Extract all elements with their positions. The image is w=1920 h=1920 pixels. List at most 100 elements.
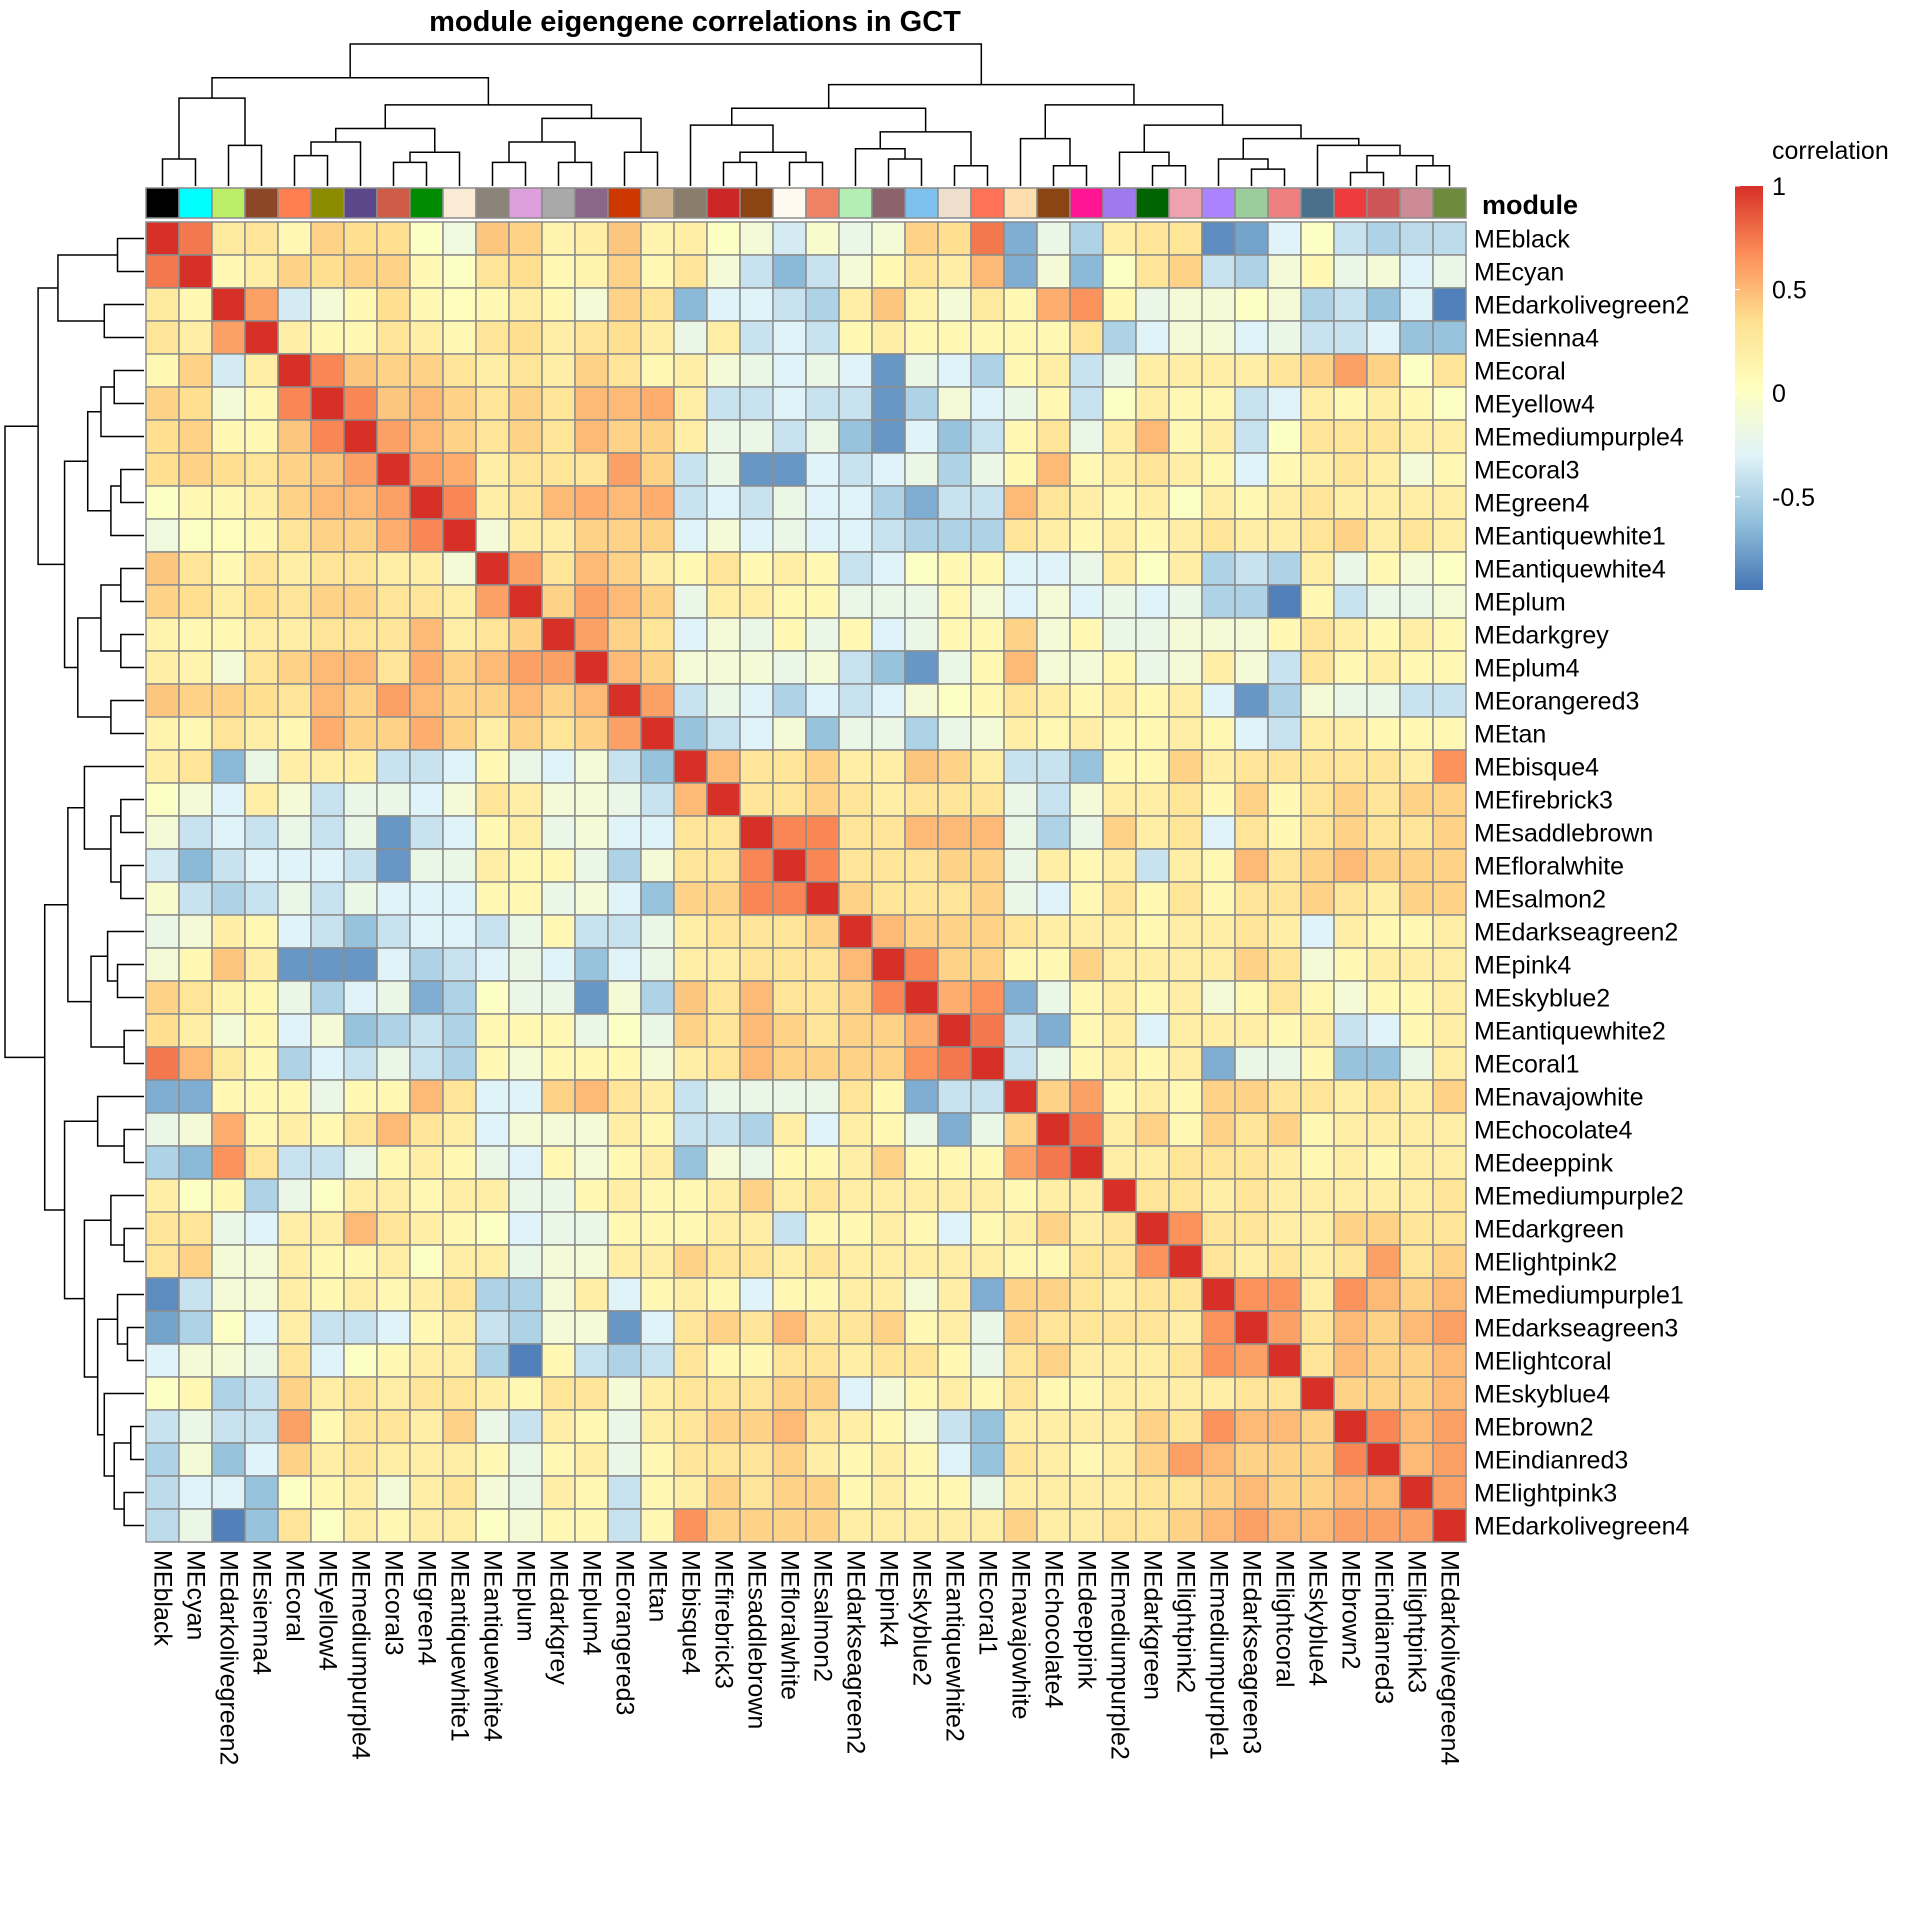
heatmap-cell bbox=[1003, 650, 1038, 685]
heatmap-cell bbox=[211, 1310, 246, 1345]
heatmap-cell bbox=[1201, 881, 1236, 916]
heatmap-cell bbox=[1069, 320, 1104, 355]
heatmap-cell bbox=[1168, 1376, 1203, 1411]
column-label: MEplum bbox=[512, 1550, 540, 1642]
heatmap-cell bbox=[244, 1244, 279, 1279]
heatmap-cell bbox=[1399, 1013, 1434, 1048]
heatmap-cell bbox=[244, 617, 279, 652]
heatmap-cell bbox=[1036, 749, 1071, 784]
heatmap-cell bbox=[508, 617, 543, 652]
heatmap-cell bbox=[706, 782, 741, 817]
heatmap-cell bbox=[244, 947, 279, 982]
heatmap-cell bbox=[145, 1079, 180, 1114]
heatmap-cell bbox=[1102, 1013, 1137, 1048]
heatmap-cell bbox=[937, 1244, 972, 1279]
heatmap-cell bbox=[574, 1475, 609, 1510]
heatmap-cell bbox=[442, 1244, 477, 1279]
heatmap-cell bbox=[1432, 782, 1467, 817]
heatmap-cell bbox=[607, 254, 642, 289]
module-color-swatch bbox=[871, 187, 906, 219]
heatmap-cell bbox=[805, 1079, 840, 1114]
heatmap-cell bbox=[343, 1508, 378, 1543]
heatmap-cell bbox=[1135, 1211, 1170, 1246]
heatmap-cell bbox=[739, 551, 774, 586]
heatmap-cell bbox=[1201, 1079, 1236, 1114]
column-label: MEdarkolivegreen2 bbox=[215, 1550, 243, 1765]
heatmap-cell bbox=[607, 1046, 642, 1081]
heatmap-cell bbox=[1366, 881, 1401, 916]
heatmap-cell bbox=[838, 1046, 873, 1081]
heatmap-cell bbox=[1069, 1277, 1104, 1312]
heatmap-cell bbox=[1333, 254, 1368, 289]
heatmap-cell bbox=[1432, 1475, 1467, 1510]
heatmap-cell bbox=[1267, 1079, 1302, 1114]
module-color-swatch bbox=[1036, 187, 1071, 219]
heatmap-cell bbox=[442, 650, 477, 685]
heatmap-cell bbox=[1234, 254, 1269, 289]
heatmap-cell bbox=[1003, 749, 1038, 784]
heatmap-cell bbox=[970, 518, 1005, 553]
heatmap-cell bbox=[673, 320, 708, 355]
dendrogram-branch bbox=[1349, 171, 1385, 186]
heatmap-cell bbox=[640, 782, 675, 817]
heatmap-cell bbox=[739, 1211, 774, 1246]
heatmap-cell bbox=[178, 848, 213, 883]
heatmap-cell bbox=[904, 1079, 939, 1114]
heatmap-cell bbox=[1399, 386, 1434, 421]
heatmap-cell bbox=[442, 947, 477, 982]
heatmap-cell bbox=[475, 1112, 510, 1147]
module-color-swatch bbox=[1366, 187, 1401, 219]
heatmap-cell bbox=[1003, 287, 1038, 322]
heatmap-cell bbox=[145, 551, 180, 586]
heatmap-cell bbox=[1069, 221, 1104, 256]
heatmap-cell bbox=[442, 1079, 477, 1114]
heatmap-cell bbox=[145, 1475, 180, 1510]
heatmap-cell bbox=[1366, 1178, 1401, 1213]
heatmap-cell bbox=[1333, 947, 1368, 982]
dendrogram-branch bbox=[384, 104, 593, 129]
column-label: MEsalmon2 bbox=[809, 1550, 837, 1682]
heatmap-cell bbox=[1300, 419, 1335, 454]
heatmap-cell bbox=[739, 1277, 774, 1312]
heatmap-cell bbox=[376, 518, 411, 553]
heatmap-cell bbox=[409, 452, 444, 487]
heatmap-cell bbox=[574, 452, 609, 487]
column-label: MEbrown2 bbox=[1337, 1550, 1365, 1670]
heatmap-cell bbox=[970, 386, 1005, 421]
heatmap-cell bbox=[673, 1310, 708, 1345]
heatmap-cell bbox=[1300, 650, 1335, 685]
heatmap-cell bbox=[343, 221, 378, 256]
heatmap-cell bbox=[475, 980, 510, 1015]
heatmap-cell bbox=[1102, 1112, 1137, 1147]
heatmap-cell bbox=[376, 1343, 411, 1378]
heatmap-cell bbox=[739, 1409, 774, 1444]
row-label: MEplum bbox=[1474, 589, 1566, 617]
heatmap-cell bbox=[673, 1475, 708, 1510]
heatmap-cell bbox=[475, 683, 510, 718]
heatmap-cell bbox=[805, 815, 840, 850]
heatmap-cell bbox=[937, 716, 972, 751]
heatmap-cell bbox=[310, 353, 345, 388]
heatmap-cell bbox=[343, 1244, 378, 1279]
heatmap-cell bbox=[244, 1079, 279, 1114]
heatmap-cell bbox=[706, 584, 741, 619]
heatmap-cell bbox=[442, 551, 477, 586]
heatmap-cell bbox=[1003, 683, 1038, 718]
heatmap-cell bbox=[970, 1310, 1005, 1345]
heatmap-cell bbox=[508, 749, 543, 784]
heatmap-cell bbox=[739, 1376, 774, 1411]
heatmap-cell bbox=[145, 749, 180, 784]
heatmap-cell bbox=[343, 980, 378, 1015]
heatmap-cell bbox=[244, 683, 279, 718]
heatmap-cell bbox=[376, 551, 411, 586]
module-color-swatch bbox=[178, 187, 213, 219]
heatmap-cell bbox=[838, 1244, 873, 1279]
heatmap-cell bbox=[937, 584, 972, 619]
heatmap-cell bbox=[1333, 650, 1368, 685]
heatmap-cell bbox=[178, 353, 213, 388]
heatmap-cell bbox=[706, 1145, 741, 1180]
heatmap-cell bbox=[970, 320, 1005, 355]
heatmap-cell bbox=[640, 1112, 675, 1147]
heatmap-cell bbox=[607, 683, 642, 718]
heatmap-cell bbox=[541, 1046, 576, 1081]
